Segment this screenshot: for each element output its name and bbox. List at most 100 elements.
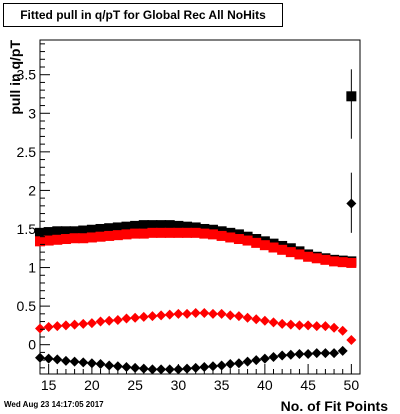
y-tick-label: 1 <box>28 260 36 276</box>
data-point-square <box>251 237 262 248</box>
data-point-diamond <box>294 348 305 359</box>
data-point-square <box>311 253 322 264</box>
data-marks <box>35 69 357 375</box>
data-point-square <box>121 229 132 240</box>
x-tick-label: 50 <box>344 377 360 393</box>
x-tick-label: 15 <box>41 377 57 393</box>
data-point-diamond <box>285 319 296 330</box>
data-point-diamond <box>320 321 331 332</box>
x-tick-label: 35 <box>214 377 230 393</box>
data-point-diamond <box>259 353 270 364</box>
data-point-square <box>86 224 97 235</box>
data-point-diamond <box>86 318 97 329</box>
data-point-square <box>173 220 184 231</box>
data-point-diamond <box>35 352 45 363</box>
data-point-diamond <box>52 321 63 332</box>
data-point-diamond <box>285 349 296 360</box>
data-point-square <box>78 233 89 244</box>
data-point-diamond <box>112 315 123 326</box>
data-point-diamond <box>207 308 218 319</box>
data-point-diamond <box>277 318 288 329</box>
data-point-diamond <box>268 317 279 328</box>
data-point-diamond <box>251 355 262 366</box>
data-point-diamond <box>43 321 54 332</box>
data-point-diamond <box>104 315 115 326</box>
y-tick-label: 2 <box>28 182 36 198</box>
data-point-square <box>130 228 141 239</box>
data-point-square <box>35 236 45 247</box>
data-point-square <box>156 227 167 238</box>
y-tick-label: 0 <box>28 337 36 353</box>
data-point-square <box>225 232 236 243</box>
data-point-diamond <box>86 358 97 369</box>
data-point-square <box>95 231 106 242</box>
data-point-diamond <box>112 361 123 372</box>
data-point-square <box>259 240 270 251</box>
data-point-diamond <box>121 313 132 324</box>
data-point-diamond <box>329 348 340 359</box>
data-point-square <box>95 223 106 234</box>
data-point-square <box>303 251 314 262</box>
data-point-square <box>43 227 54 238</box>
data-point-diamond <box>52 354 63 365</box>
data-point-square <box>60 234 71 245</box>
data-point-diamond <box>303 320 314 331</box>
data-point-square <box>294 249 305 260</box>
data-point-square <box>173 227 184 238</box>
data-point-diamond <box>311 348 322 359</box>
data-point-square <box>138 228 149 239</box>
data-point-diamond <box>207 361 218 372</box>
data-point-square <box>346 91 357 102</box>
data-point-diamond <box>242 312 253 323</box>
data-point-diamond <box>199 308 210 319</box>
data-point-diamond <box>95 316 106 327</box>
data-point-square <box>233 234 244 245</box>
data-point-square <box>138 220 149 231</box>
data-point-diamond <box>78 357 89 368</box>
data-point-square <box>329 256 340 267</box>
data-point-diamond <box>138 311 149 322</box>
data-point-square <box>69 233 80 244</box>
data-point-diamond <box>337 345 348 356</box>
data-point-diamond <box>268 352 279 363</box>
chart-title: Fitted pull in q/pT for Global Rec All N… <box>3 3 283 27</box>
data-point-diamond <box>329 322 340 333</box>
data-point-diamond <box>35 323 45 334</box>
data-point-square <box>277 244 288 255</box>
timestamp: Wed Aug 23 14:17:05 2017 <box>4 400 104 409</box>
y-tick-label: 2.5 <box>17 144 37 160</box>
data-point-square <box>112 230 123 241</box>
data-point-diamond <box>78 318 89 329</box>
data-point-square <box>216 230 227 241</box>
x-tick-label: 30 <box>171 377 187 393</box>
data-point-square <box>147 227 158 238</box>
data-point-square <box>190 227 201 238</box>
data-point-diamond <box>182 308 193 319</box>
data-point-diamond <box>130 312 141 323</box>
data-point-diamond <box>138 363 149 374</box>
data-point-diamond <box>95 358 106 369</box>
data-point-square <box>156 220 167 231</box>
data-point-square <box>104 230 115 241</box>
data-point-square <box>182 227 193 238</box>
data-point-square <box>182 221 193 232</box>
data-point-square <box>190 222 201 233</box>
x-tick-label: 45 <box>300 377 316 393</box>
data-point-square <box>104 223 115 234</box>
data-point-diamond <box>251 314 262 325</box>
data-point-square <box>346 257 357 268</box>
y-tick-label: 3.5 <box>17 67 37 83</box>
data-point-square <box>112 222 123 233</box>
data-point-diamond <box>190 308 201 319</box>
data-point-diamond <box>225 310 236 321</box>
data-point-square <box>268 242 279 253</box>
axes: 15 20 25 30 35 40 45 50 0 0.5 1 1.5 2 2.5 3 3.5 <box>17 43 361 393</box>
data-point-diamond <box>60 320 71 331</box>
data-point-diamond <box>173 308 184 319</box>
data-point-diamond <box>311 321 322 332</box>
data-point-square <box>43 235 54 246</box>
data-point-square <box>337 257 348 268</box>
data-point-diamond <box>303 348 314 359</box>
data-point-square <box>52 226 63 237</box>
